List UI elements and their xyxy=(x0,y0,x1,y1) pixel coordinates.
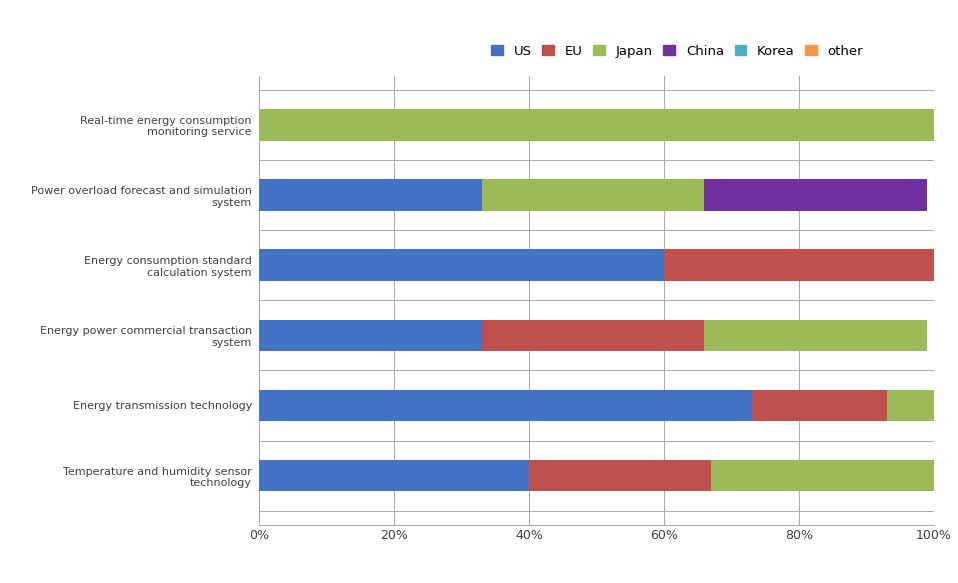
Legend: US, EU, Japan, China, Korea, other: US, EU, Japan, China, Korea, other xyxy=(489,42,866,60)
Bar xyxy=(704,319,927,351)
Bar xyxy=(259,389,752,422)
Bar xyxy=(259,460,529,491)
Bar xyxy=(529,460,711,491)
Bar xyxy=(482,319,704,351)
Bar xyxy=(711,460,934,491)
Bar xyxy=(664,250,934,281)
Bar xyxy=(259,109,934,141)
Bar xyxy=(259,319,482,351)
Bar xyxy=(704,179,927,211)
Bar xyxy=(752,389,887,422)
Bar xyxy=(259,250,664,281)
Bar xyxy=(259,179,482,211)
Bar xyxy=(482,179,704,211)
Bar xyxy=(887,389,934,422)
